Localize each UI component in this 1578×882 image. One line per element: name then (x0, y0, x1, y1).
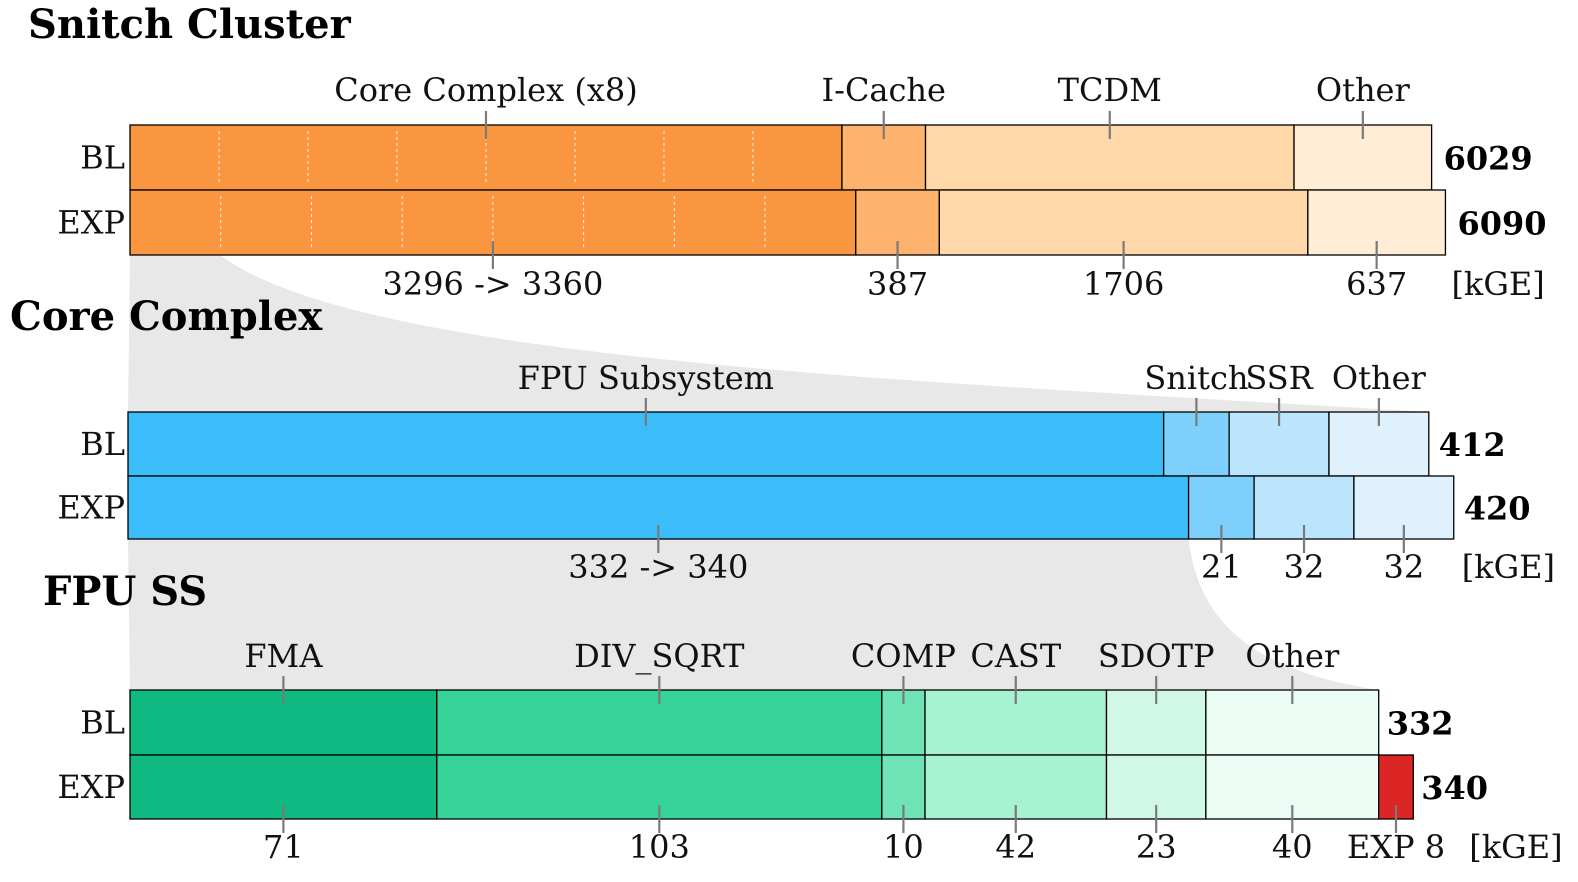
component-value-label: EXP 8 (1347, 828, 1445, 866)
component-value-label: 42 (995, 828, 1036, 866)
component-name-label: Other (1332, 359, 1427, 397)
bar-segment (1105, 754, 1207, 820)
component-value-label: 23 (1136, 828, 1177, 866)
total-label: 6029 (1444, 140, 1533, 178)
zoom-connector (128, 255, 1429, 412)
row-label: EXP (57, 489, 125, 527)
component-name-label: Core Complex (x8) (334, 71, 638, 109)
component-name-label: TCDM (1058, 71, 1162, 109)
total-label: 420 (1464, 490, 1531, 528)
bars-layer (127, 111, 1455, 833)
unit-label: [kGE] (1451, 265, 1544, 303)
component-name-label: COMP (851, 637, 956, 675)
component-value-label: 3296 -> 3360 (382, 265, 603, 303)
component-value-label: 637 (1346, 265, 1407, 303)
component-value-label: 32 (1284, 548, 1325, 586)
component-value-label: 387 (867, 265, 928, 303)
component-name-label: Other (1245, 637, 1340, 675)
component-name-label: FMA (244, 637, 323, 675)
chart-title: Core Complex (10, 293, 323, 340)
row-label: BL (80, 139, 125, 177)
component-name-label: CAST (970, 637, 1062, 675)
connector-layer (128, 255, 1429, 690)
component-name-label: SSR (1245, 359, 1313, 397)
component-name-label: FPU Subsystem (518, 359, 774, 397)
total-label: 340 (1421, 769, 1488, 807)
component-value-label: 71 (263, 828, 304, 866)
component-name-label: Snitch (1144, 359, 1248, 397)
total-label: 332 (1387, 705, 1454, 743)
component-value-label: 32 (1383, 548, 1424, 586)
row-label: EXP (57, 204, 125, 242)
row-label: EXP (57, 768, 125, 806)
component-name-label: SDOTP (1098, 637, 1215, 675)
chart-title: Snitch Cluster (28, 1, 352, 48)
component-value-label: 103 (629, 828, 690, 866)
total-label: 412 (1439, 426, 1506, 464)
component-value-label: 1706 (1083, 265, 1164, 303)
component-value-label: 40 (1272, 828, 1313, 866)
component-name-label: DIV_SQRT (574, 637, 745, 675)
row-label: BL (80, 704, 125, 742)
total-label: 6090 (1457, 205, 1546, 243)
unit-label: [kGE] (1462, 548, 1555, 586)
labels-layer: Snitch Cluster BL 6029 EXP 6090 Core Complex … (10, 1, 1563, 866)
unit-label: [kGE] (1469, 828, 1562, 866)
row-label: BL (80, 425, 125, 463)
component-value-label: 21 (1201, 548, 1242, 586)
component-name-label: Other (1316, 71, 1411, 109)
component-name-label: I-Cache (821, 71, 945, 109)
component-value-label: 10 (883, 828, 924, 866)
chart-title: FPU SS (43, 568, 207, 615)
component-value-label: 332 -> 340 (568, 548, 748, 586)
zoom-connector (128, 539, 1379, 690)
